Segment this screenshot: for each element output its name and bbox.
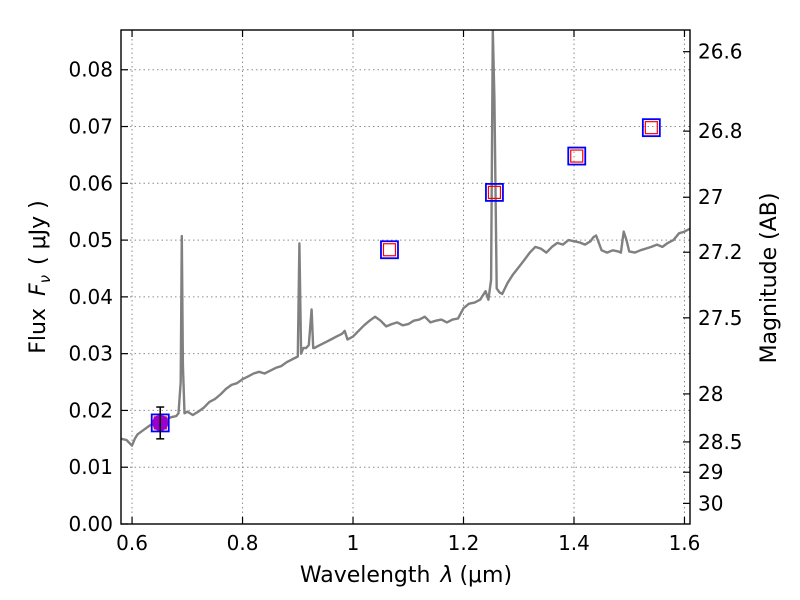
y2-tick-label: 27.2	[698, 240, 743, 264]
y2-axis-label: Magnitude (AB)	[757, 193, 782, 364]
x-tick-label: 1.4	[558, 531, 590, 555]
y-tick-label: 0.03	[68, 342, 113, 366]
y2-tick-label: 28.5	[698, 430, 743, 454]
x-tick-label: 1.2	[448, 531, 480, 555]
plot-area	[121, 30, 690, 447]
model-square	[487, 185, 502, 199]
y2-tick-label: 28	[698, 382, 723, 406]
plot-frame	[120, 29, 691, 525]
photometry-square	[485, 182, 504, 202]
y2-tick-label: 30	[698, 491, 723, 515]
x-tick-label: 0.6	[116, 531, 148, 555]
y-tick-label: 0.00	[68, 512, 113, 536]
y-tick-label: 0.02	[68, 398, 113, 422]
photometry-square	[641, 118, 661, 138]
grid	[121, 30, 690, 525]
y-tick-label: 0.01	[68, 455, 113, 479]
y2-tick-label: 26.6	[698, 40, 743, 64]
marker-layer	[150, 118, 661, 440]
y2-tick-label: 27.5	[698, 306, 743, 330]
x-tick-label: 1.6	[669, 531, 701, 555]
photometry-square	[567, 146, 587, 166]
tick-marks	[121, 30, 690, 525]
tick-labels: 0.6 0.8 1 1.2 1.4 1.6 0.00 0.01 0.02 0.03 0.04 0.05…	[68, 40, 742, 555]
y-tick-label: 0.08	[68, 58, 113, 82]
y-tick-label: 0.04	[68, 285, 113, 309]
y-axis-label: FluxFν( μJy )	[26, 200, 54, 353]
y2-tick-label: 27	[698, 185, 723, 209]
y2-tick-label: 29	[698, 460, 723, 484]
model-square	[644, 121, 658, 135]
photometry-square	[380, 240, 399, 260]
x-axis-label: Wavelength λ (μm)	[300, 563, 512, 588]
model-square	[382, 243, 397, 257]
x-tick-label: 1	[347, 531, 360, 555]
y-tick-label: 0.05	[68, 228, 113, 252]
x-tick-label: 0.8	[227, 531, 259, 555]
y2-tick-label: 26.8	[698, 119, 743, 143]
y-tick-label: 0.07	[68, 115, 113, 139]
model-square	[570, 149, 584, 163]
y-tick-label: 0.06	[68, 171, 113, 195]
spectrum-line	[121, 30, 690, 447]
